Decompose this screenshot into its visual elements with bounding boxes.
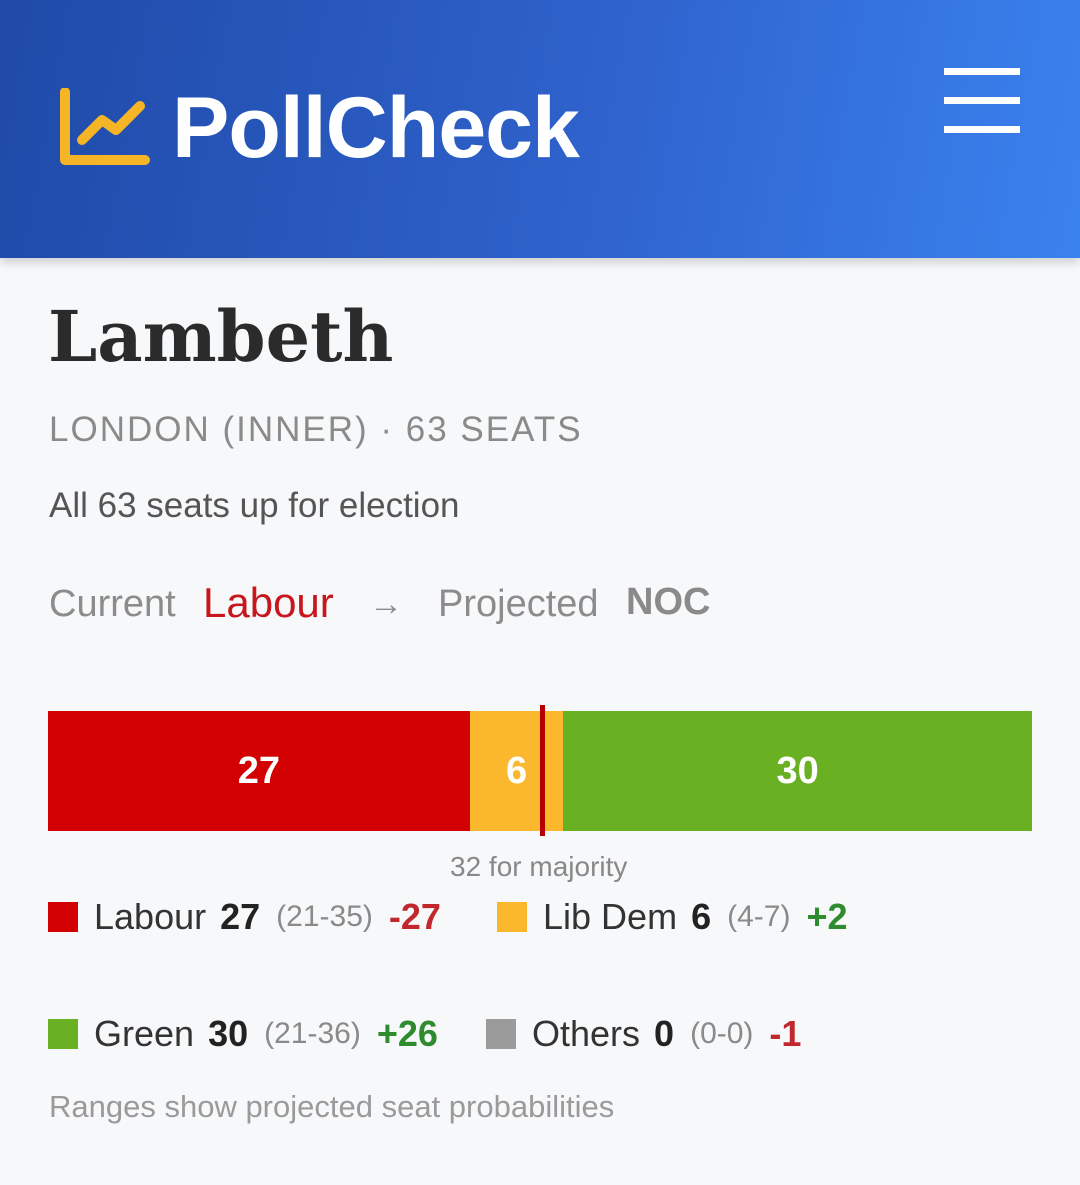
legend-range: (0-0) bbox=[690, 1017, 754, 1051]
projected-label: Projected bbox=[438, 583, 599, 625]
legend-swatch bbox=[486, 1019, 516, 1050]
legend-swatch bbox=[497, 902, 527, 933]
legend-item-others: Others 0 (0-0) -1 bbox=[486, 1011, 801, 1061]
legend-seats: 0 bbox=[654, 1013, 675, 1055]
legend-party: Labour bbox=[94, 896, 207, 938]
brand-name[interactable]: PollCheck bbox=[172, 80, 580, 176]
legend-party: Green bbox=[94, 1013, 195, 1055]
election-description: All 63 seats up for election bbox=[49, 486, 460, 525]
bar-segment-lib-dem: 6 bbox=[469, 711, 564, 831]
bar-segment-labour: 27 bbox=[48, 711, 470, 831]
legend-party: Others bbox=[532, 1013, 641, 1055]
legend-seats: 30 bbox=[208, 1013, 249, 1055]
chart-line-icon[interactable] bbox=[58, 88, 150, 168]
legend-swatch bbox=[48, 1019, 78, 1050]
legend-seats: 27 bbox=[220, 896, 261, 938]
app-header: PollCheck bbox=[0, 0, 1080, 258]
legend-item-lib-dem: Lib Dem 6 (4-7) +2 bbox=[497, 894, 847, 944]
council-meta: LONDON (INNER) · 63 SEATS bbox=[49, 410, 583, 449]
legend-item-labour: Labour 27 (21-35) -27 bbox=[48, 894, 441, 944]
legend-change: +26 bbox=[376, 1013, 438, 1055]
projected-party: NOC bbox=[626, 581, 711, 623]
arrow-right-icon: → bbox=[369, 585, 403, 623]
legend-seats: 6 bbox=[691, 896, 712, 938]
legend-change: +2 bbox=[806, 896, 848, 938]
bar-segment-green: 30 bbox=[563, 711, 1032, 831]
legend-range: (21-36) bbox=[264, 1017, 361, 1051]
legend-range: (21-35) bbox=[276, 900, 373, 934]
current-party: Labour bbox=[203, 579, 334, 626]
current-label: Current bbox=[49, 583, 176, 625]
legend-party: Lib Dem bbox=[543, 896, 678, 938]
legend-swatch bbox=[48, 902, 78, 933]
majority-marker bbox=[540, 705, 545, 836]
legend-range: (4-7) bbox=[727, 900, 791, 934]
legend-change: -1 bbox=[769, 1013, 802, 1055]
majority-label: 32 for majority bbox=[450, 851, 628, 882]
page-title: Lambeth bbox=[48, 295, 394, 378]
footnote: Ranges show projected seat probabilities bbox=[49, 1089, 615, 1124]
seat-projection-bar: 27 6 30 bbox=[48, 711, 1032, 831]
legend-item-green: Green 30 (21-36) +26 bbox=[48, 1011, 438, 1061]
hamburger-menu-icon[interactable] bbox=[944, 68, 1020, 134]
legend-change: -27 bbox=[388, 896, 441, 938]
